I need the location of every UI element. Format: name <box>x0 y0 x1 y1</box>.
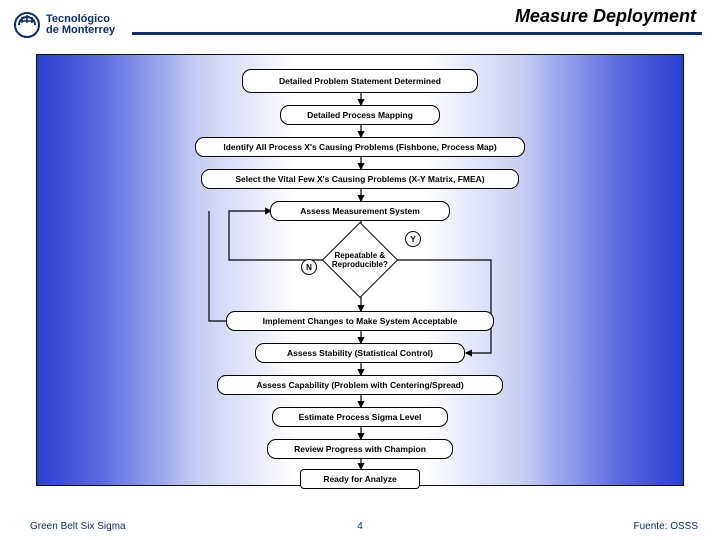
page-title: Measure Deployment <box>515 6 696 27</box>
flow-node-n2: Detailed Process Mapping <box>280 105 440 125</box>
flow-node-n7: Implement Changes to Make System Accepta… <box>226 311 494 331</box>
slide-page: Tecnológico de Monterrey Measure Deploym… <box>0 0 720 540</box>
flow-node-n5: Assess Measurement System <box>270 201 450 221</box>
footer-left: Green Belt Six Sigma <box>30 521 126 532</box>
flow-node-n11: Review Progress with Champion <box>267 439 453 459</box>
logo: Tecnológico de Monterrey <box>14 12 115 38</box>
footer-page-number: 4 <box>357 521 363 532</box>
flow-node-n9: Assess Capability (Problem with Centerin… <box>217 375 503 395</box>
flow-canvas: Detailed Problem Statement Determined Det… <box>36 54 684 486</box>
flow-terminal: Ready for Analyze <box>300 469 420 489</box>
flow-node-n8: Assess Stability (Statistical Control) <box>255 343 465 363</box>
logo-icon <box>14 12 40 38</box>
flow-node-n1: Detailed Problem Statement Determined <box>242 69 478 93</box>
footer: Green Belt Six Sigma 4 Fuente: OSSS <box>0 514 720 540</box>
decision-n-label: N <box>301 259 317 275</box>
logo-line2: de Monterrey <box>46 25 115 36</box>
header: Tecnológico de Monterrey Measure Deploym… <box>0 0 720 50</box>
footer-right: Fuente: OSSS <box>634 521 698 532</box>
flow-node-n10: Estimate Process Sigma Level <box>272 407 448 427</box>
decision-y-label: Y <box>405 231 421 247</box>
header-rule <box>132 32 702 35</box>
flow-node-n3: Identify All Process X's Causing Problem… <box>195 137 525 157</box>
flow-node-n4: Select the Vital Few X's Causing Problem… <box>201 169 519 189</box>
flow-decision: Repeatable & Reproducible? <box>322 222 398 298</box>
